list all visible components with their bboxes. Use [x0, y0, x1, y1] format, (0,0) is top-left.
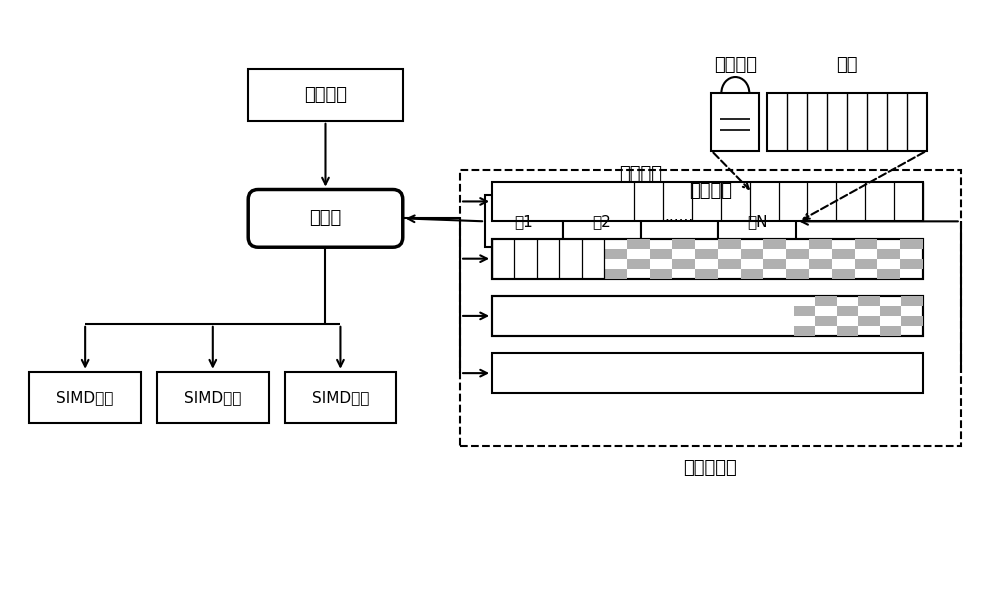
Text: 槽1: 槽1 [515, 214, 533, 229]
Bar [492, 296, 923, 336]
Bar [837, 306, 858, 316]
Bar [492, 296, 923, 336]
FancyBboxPatch shape [248, 189, 403, 247]
Bar [900, 239, 923, 249]
Bar [672, 259, 695, 269]
Bar [815, 316, 837, 326]
Bar [650, 249, 672, 259]
Bar [492, 239, 923, 279]
Text: SIMD阵列: SIMD阵列 [184, 390, 241, 405]
Bar [157, 372, 269, 423]
Text: 槽N: 槽N [747, 214, 768, 229]
Bar [809, 239, 832, 249]
Bar [832, 269, 855, 279]
Bar [763, 259, 786, 269]
Text: 线程: 线程 [836, 56, 858, 74]
Bar [711, 93, 759, 151]
Bar [492, 353, 923, 393]
Bar [837, 326, 858, 336]
Bar [767, 93, 927, 151]
Text: 重组队列: 重组队列 [689, 182, 732, 201]
Bar [880, 306, 901, 316]
Bar [832, 249, 855, 259]
Bar [855, 259, 877, 269]
Bar [855, 239, 877, 249]
Bar [901, 296, 923, 306]
Bar [877, 249, 900, 259]
Bar [604, 249, 627, 259]
Bar [786, 249, 809, 259]
Text: 调度器: 调度器 [309, 210, 342, 227]
Bar [763, 239, 786, 249]
Bar [672, 239, 695, 249]
Text: 线程组池: 线程组池 [304, 86, 347, 104]
Bar [460, 169, 961, 446]
Bar [877, 269, 900, 279]
Bar [695, 249, 718, 259]
Bar [604, 269, 627, 279]
Bar [809, 259, 832, 269]
Bar [718, 239, 741, 249]
Bar [627, 239, 650, 249]
Bar [858, 296, 880, 306]
Bar [650, 269, 672, 279]
Bar [741, 269, 763, 279]
Bar [718, 259, 741, 269]
Bar [858, 316, 880, 326]
Text: 槽2: 槽2 [592, 214, 611, 229]
Bar [485, 195, 563, 247]
Text: 线程组槽: 线程组槽 [619, 165, 662, 182]
Bar [641, 195, 718, 247]
Bar [794, 306, 815, 316]
Bar [815, 296, 837, 306]
Bar [794, 326, 815, 336]
Bar [492, 182, 923, 221]
Bar [248, 69, 403, 121]
Bar [29, 372, 141, 423]
Text: 锁定标志: 锁定标志 [714, 56, 757, 74]
Bar [627, 259, 650, 269]
Text: SIMD阵列: SIMD阵列 [56, 390, 114, 405]
Text: 重组缓冲区: 重组缓冲区 [684, 459, 737, 477]
Bar [285, 372, 396, 423]
Bar [900, 259, 923, 269]
Text: ······: ······ [665, 214, 694, 229]
Bar [492, 239, 923, 279]
Bar [901, 316, 923, 326]
Text: SIMD阵列: SIMD阵列 [312, 390, 369, 405]
Bar [695, 269, 718, 279]
Bar [880, 326, 901, 336]
Bar [563, 195, 641, 247]
Bar [718, 195, 796, 247]
Bar [786, 269, 809, 279]
Bar [741, 249, 763, 259]
